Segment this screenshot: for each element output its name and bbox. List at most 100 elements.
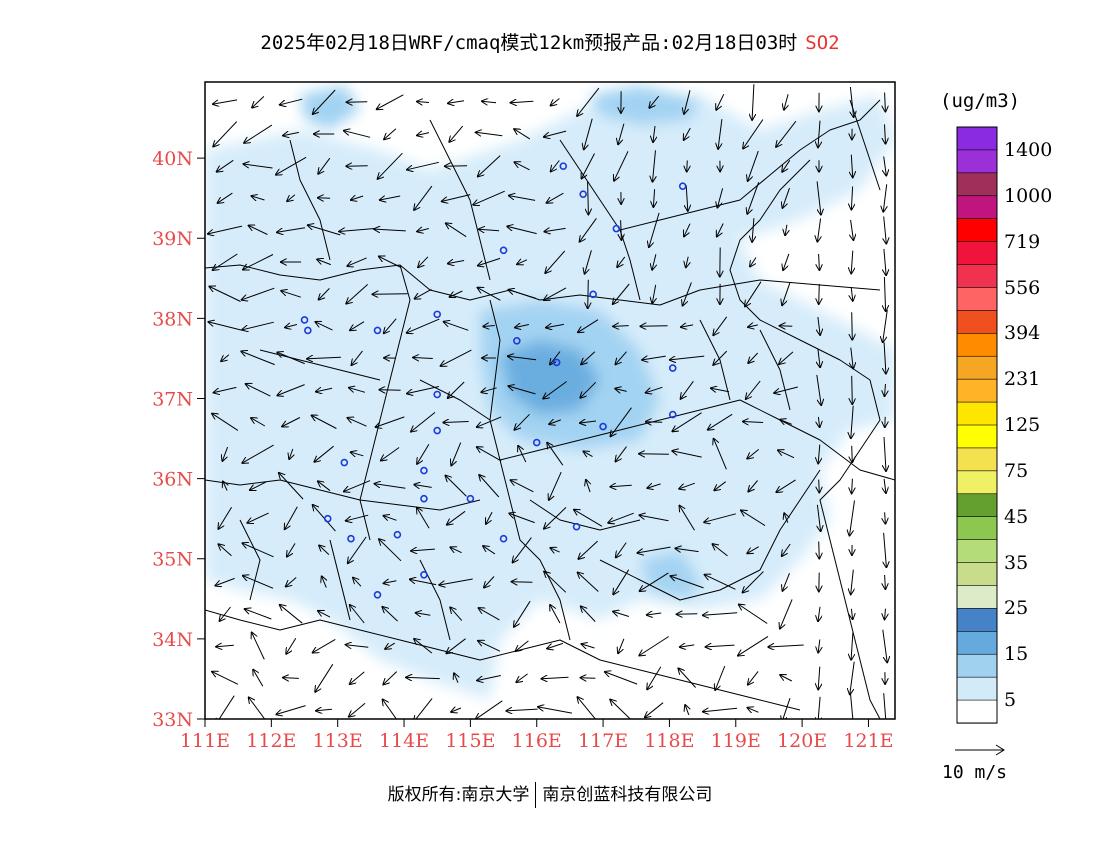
lon-tick-label: 113E: [313, 730, 363, 752]
wind-arrow: [550, 605, 561, 624]
wind-arrow: [416, 613, 431, 615]
wind-arrow: [379, 539, 402, 562]
wind-arrow: [483, 546, 496, 555]
wind-arrow: [885, 124, 886, 143]
wind-arrow: [851, 632, 853, 659]
boundary-line: [529, 499, 641, 531]
wind-arrow: [816, 374, 821, 405]
wind-arrow: [549, 471, 562, 500]
legend-swatch: [956, 355, 998, 380]
wind-arrow: [287, 194, 296, 201]
legend-tick-label: 35: [1004, 551, 1029, 574]
wind-arrow: [418, 256, 429, 267]
copyright-owner: 版权所有:南京大学: [387, 785, 530, 805]
city-marker: [304, 326, 312, 335]
wind-arrow: [538, 707, 572, 714]
wind-arrow: [782, 160, 791, 171]
wind-arrow: [675, 548, 699, 551]
wind-arrow: [851, 569, 854, 595]
wind-arrow: [208, 225, 243, 234]
wind-arrow: [885, 608, 886, 620]
legend-swatch: [956, 608, 998, 632]
wind-arrow: [377, 94, 404, 109]
wind-arrow: [318, 481, 331, 492]
wind-arrow: [608, 512, 634, 523]
legend-tick-label: 1400: [1004, 138, 1053, 161]
wind-arrow: [784, 513, 788, 523]
wind-arrow: [550, 548, 560, 552]
wind-arrow: [244, 164, 273, 169]
city-marker: [433, 390, 442, 399]
wind-arrow: [454, 673, 458, 683]
wind-arrow: [378, 152, 403, 179]
wind-arrow: [383, 700, 397, 719]
wind-arrow: [446, 638, 466, 654]
wind-arrow: [718, 119, 723, 149]
wind-arrow: [640, 515, 669, 522]
wind-arrow: [314, 445, 334, 462]
wind-arrow: [516, 640, 529, 651]
wind-arrow: [883, 184, 886, 211]
wind-arrow: [780, 420, 792, 425]
wind-arrow: [882, 629, 887, 663]
wind-arrow: [783, 573, 790, 591]
wind-arrow: [818, 348, 820, 367]
city-marker: [466, 494, 475, 503]
legend-tick-label: 25: [1004, 597, 1029, 620]
wind-arrow: [713, 544, 728, 557]
lat-tick-label: 40N: [152, 148, 193, 170]
boundary-line: [359, 264, 411, 541]
so2-band-15-nw: [300, 85, 360, 130]
wind-arrow: [280, 605, 303, 624]
wind-arrow: [344, 131, 371, 138]
legend-swatch: [956, 539, 998, 564]
wind-arrow: [547, 642, 564, 648]
wind-reference-label: 10 m/s: [942, 762, 1008, 783]
wind-arrow: [509, 386, 536, 395]
wind-arrow: [748, 671, 759, 684]
legend-tick-label: 556: [1004, 276, 1041, 299]
wind-arrow: [478, 641, 501, 652]
legend-swatch: [956, 378, 998, 403]
wind-arrow: [414, 698, 433, 719]
wind-arrow: [344, 480, 371, 492]
wind-arrow: [783, 187, 790, 208]
wind-arrow: [484, 576, 495, 588]
wind-arrow: [384, 516, 397, 521]
wind-arrow: [578, 573, 599, 592]
wind-arrow: [782, 698, 791, 719]
wind-arrow: [279, 473, 304, 500]
wind-arrow: [584, 118, 593, 150]
map-title: 2025年02月18日WRF/cmaq模式12km预报产品:02月18日03时 S…: [0, 28, 1100, 55]
wind-arrow: [441, 349, 472, 366]
wind-arrow: [580, 218, 597, 241]
wind-arrow: [547, 192, 564, 203]
wind-arrow: [783, 253, 790, 270]
wind-arrow: [543, 381, 567, 399]
wind-arrow: [884, 216, 887, 244]
wind-arrow: [584, 451, 593, 456]
wind-arrow: [316, 709, 332, 711]
wind-arrow: [851, 287, 853, 301]
wind-arrow: [478, 155, 501, 177]
boundary-line: [429, 119, 491, 281]
wind-arrow: [850, 86, 853, 117]
wind-arrow: [551, 98, 560, 106]
wind-arrow: [407, 161, 440, 169]
wind-arrow: [481, 388, 497, 392]
wind-arrow: [446, 476, 467, 497]
wind-arrow: [582, 153, 595, 179]
wind-arrow: [483, 326, 495, 327]
wind-arrow: [818, 416, 819, 427]
wind-arrow: [476, 700, 503, 719]
wind-arrow: [380, 196, 401, 200]
wind-arrow: [713, 350, 728, 365]
legend-swatch: [956, 310, 998, 334]
wind-arrow: [479, 229, 500, 231]
wind-arrow: [411, 549, 435, 551]
legend-tick-label: 719: [1004, 230, 1041, 253]
city-marker: [668, 364, 677, 372]
wind-arrow: [716, 93, 725, 110]
wind-arrow: [509, 513, 535, 524]
wind-arrow: [451, 708, 462, 712]
